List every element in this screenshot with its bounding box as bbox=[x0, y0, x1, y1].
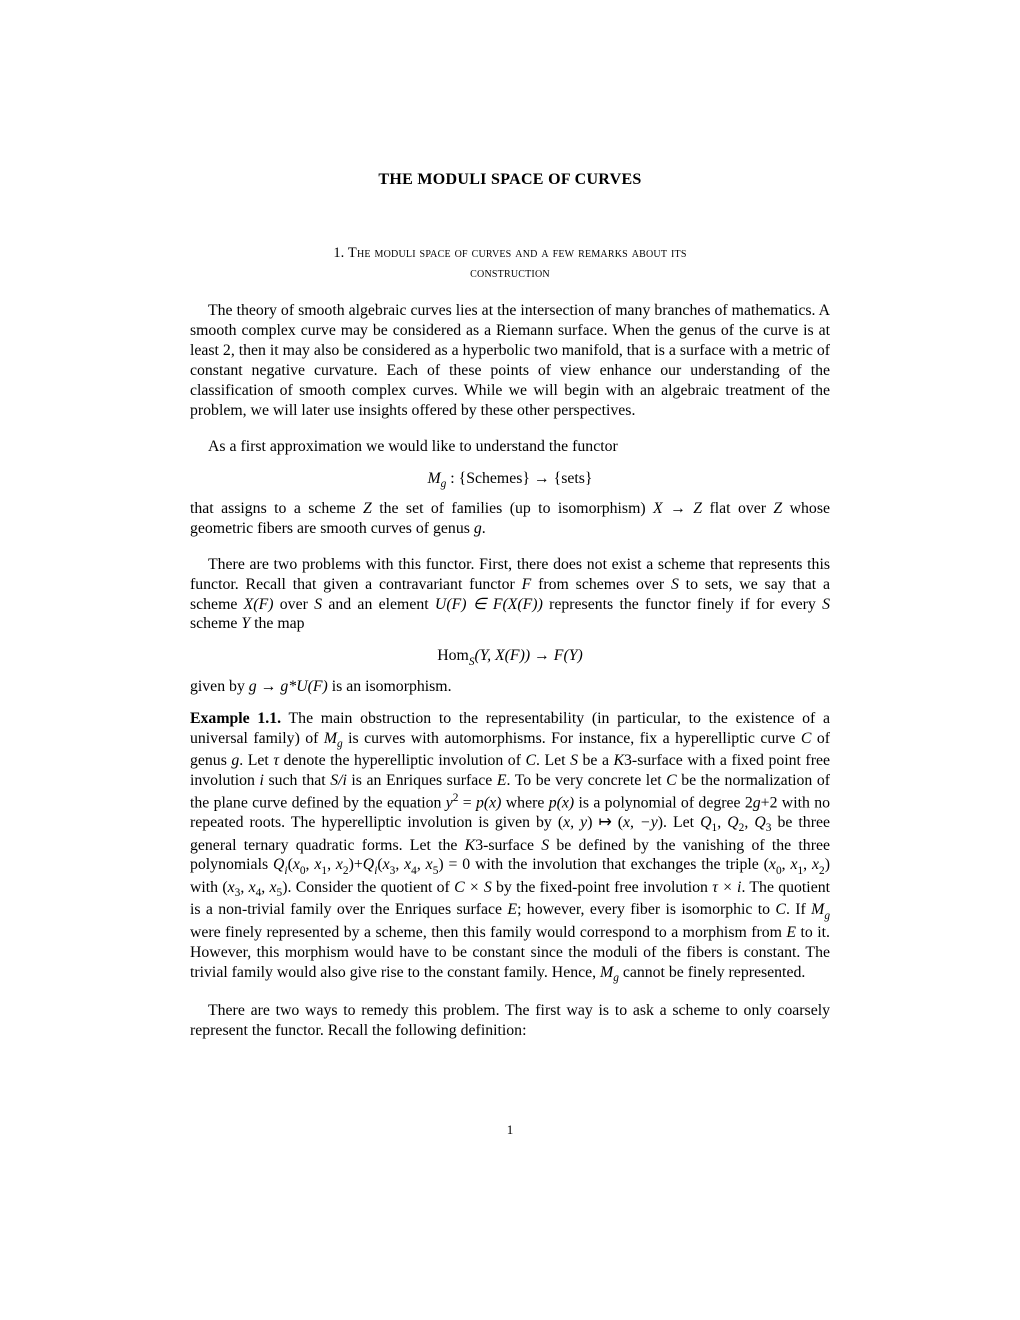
paragraph-2: As a first approximation we would like t… bbox=[190, 437, 830, 457]
example-label: Example 1.1. bbox=[190, 710, 281, 727]
paragraph-3: that assigns to a scheme Z the set of fa… bbox=[190, 499, 830, 539]
section-number: 1. bbox=[333, 245, 344, 261]
paragraph-4: There are two problems with this functor… bbox=[190, 555, 830, 635]
paragraph-1: The theory of smooth algebraic curves li… bbox=[190, 301, 830, 420]
page-content: THE MODULI SPACE OF CURVES 1. The moduli… bbox=[0, 0, 1020, 1113]
section-heading: 1. The moduli space of curves and a few … bbox=[190, 244, 830, 283]
equation-1: Mg : {Schemes} → {sets} bbox=[190, 469, 830, 491]
section-heading-line1: The moduli space of curves and a few rem… bbox=[348, 245, 687, 261]
section-heading-line2: construction bbox=[470, 265, 550, 281]
paragraph-6: There are two ways to remedy this proble… bbox=[190, 1001, 830, 1041]
document-title: THE MODULI SPACE OF CURVES bbox=[190, 170, 830, 190]
paragraph-5: given by g → g*U(F) is an isomorphism. bbox=[190, 677, 830, 697]
page-number: 1 bbox=[0, 1122, 1020, 1138]
example-1-1: Example 1.1. The main obstruction to the… bbox=[190, 709, 830, 985]
equation-2: HomS(Y, X(F)) → F(Y) bbox=[190, 646, 830, 668]
